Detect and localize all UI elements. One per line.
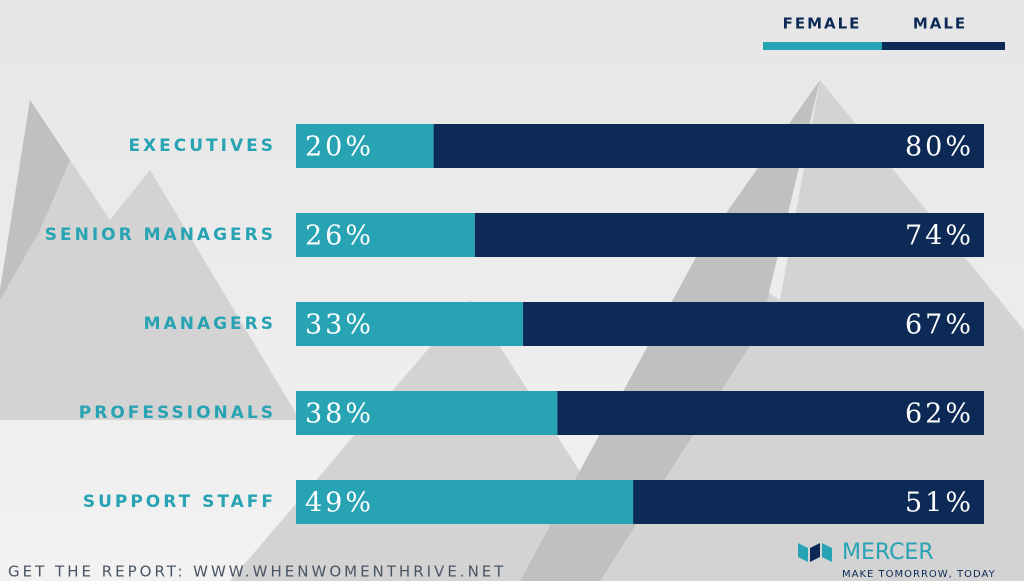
brand-logo — [798, 543, 832, 562]
value-label: 38% — [305, 399, 374, 430]
value-label: 74% — [905, 221, 974, 252]
bar-segment — [296, 213, 475, 257]
value-label: 51% — [905, 488, 974, 519]
category-label: SENIOR MANAGERS — [45, 225, 276, 245]
legend-label: FEMALE — [783, 15, 862, 33]
plot-area: EXECUTIVES 20% 80% SENIOR MANAGERS 26% 74% MAN… — [45, 124, 985, 524]
tagline: MAKE TOMORROW, TODAY — [842, 569, 996, 580]
bar-segment — [296, 302, 524, 346]
bar-segment — [633, 480, 984, 524]
footer-link: GET THE REPORT: WWW.WHENWOMENTHRIVE.NET — [8, 563, 506, 581]
category-label: EXECUTIVES — [128, 136, 276, 156]
bar-segment — [296, 124, 434, 168]
legend-swatch — [763, 42, 882, 50]
value-label: 33% — [305, 310, 374, 341]
value-label: 49% — [305, 488, 374, 519]
category-label: PROFESSIONALS — [79, 403, 276, 423]
value-label: 26% — [305, 221, 374, 252]
brand: MERCER — [842, 540, 934, 565]
bar-segment — [433, 124, 985, 168]
bar-segment — [523, 302, 984, 346]
bar-segment — [296, 480, 634, 524]
legend-swatch — [882, 42, 1005, 50]
bar-segment — [474, 213, 984, 257]
value-label: 20% — [305, 132, 374, 163]
bar-segment — [557, 391, 984, 435]
value-label: 67% — [905, 310, 974, 341]
category-label: MANAGERS — [144, 314, 276, 334]
legend: FEMALE MALE — [763, 15, 1005, 50]
bar-segment — [296, 391, 558, 435]
legend-label: MALE — [913, 15, 967, 33]
category-label: SUPPORT STAFF — [83, 492, 276, 512]
value-label: 80% — [905, 132, 974, 163]
value-label: 62% — [905, 399, 974, 430]
